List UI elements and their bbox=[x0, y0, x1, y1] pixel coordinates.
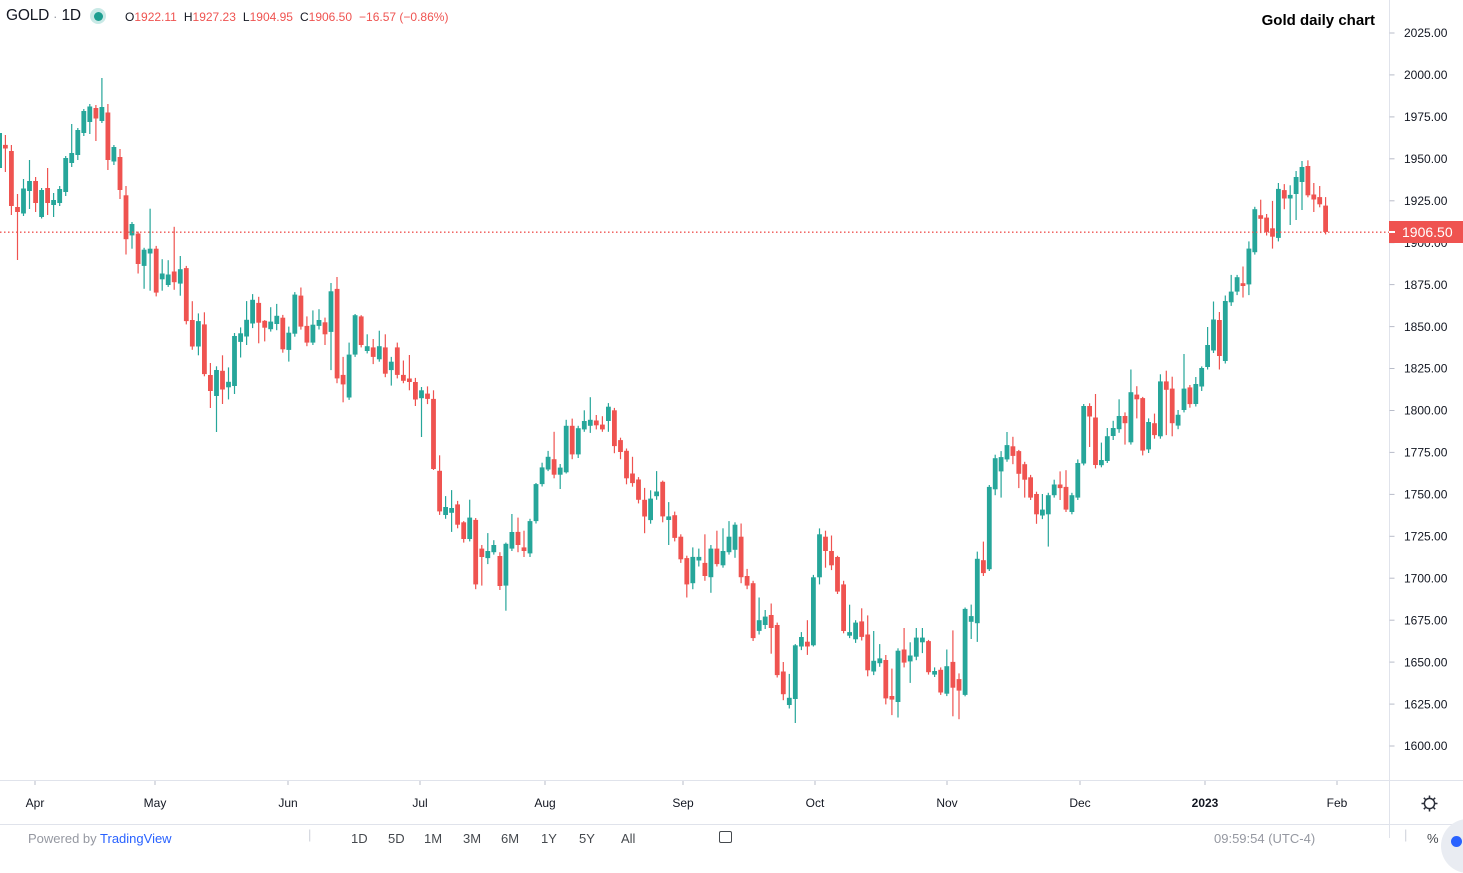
svg-text:1825.00: 1825.00 bbox=[1404, 362, 1448, 376]
svg-text:Feb: Feb bbox=[1327, 796, 1348, 810]
svg-text:1925.00: 1925.00 bbox=[1404, 194, 1448, 208]
svg-text:1875.00: 1875.00 bbox=[1404, 278, 1448, 292]
svg-text:1975.00: 1975.00 bbox=[1404, 110, 1448, 124]
svg-text:1750.00: 1750.00 bbox=[1404, 488, 1448, 502]
svg-text:May: May bbox=[144, 796, 167, 810]
svg-text:Dec: Dec bbox=[1069, 796, 1090, 810]
svg-text:Jun: Jun bbox=[278, 796, 297, 810]
svg-text:1950.00: 1950.00 bbox=[1404, 152, 1448, 166]
svg-text:Nov: Nov bbox=[936, 796, 957, 810]
svg-text:1850.00: 1850.00 bbox=[1404, 320, 1448, 334]
svg-text:1675.00: 1675.00 bbox=[1404, 613, 1448, 627]
svg-text:1600.00: 1600.00 bbox=[1404, 739, 1448, 753]
svg-text:2000.00: 2000.00 bbox=[1404, 68, 1448, 82]
svg-text:2025.00: 2025.00 bbox=[1404, 26, 1448, 40]
svg-text:1725.00: 1725.00 bbox=[1404, 530, 1448, 544]
svg-text:1800.00: 1800.00 bbox=[1404, 404, 1448, 418]
svg-text:Jul: Jul bbox=[412, 796, 427, 810]
svg-text:1775.00: 1775.00 bbox=[1404, 446, 1448, 460]
svg-text:Aug: Aug bbox=[534, 796, 555, 810]
svg-text:1700.00: 1700.00 bbox=[1404, 571, 1448, 585]
svg-text:Apr: Apr bbox=[26, 796, 45, 810]
svg-text:1650.00: 1650.00 bbox=[1404, 655, 1448, 669]
svg-text:Oct: Oct bbox=[806, 796, 825, 810]
svg-text:1625.00: 1625.00 bbox=[1404, 697, 1448, 711]
svg-text:Sep: Sep bbox=[672, 796, 694, 810]
svg-text:2023: 2023 bbox=[1192, 796, 1219, 810]
